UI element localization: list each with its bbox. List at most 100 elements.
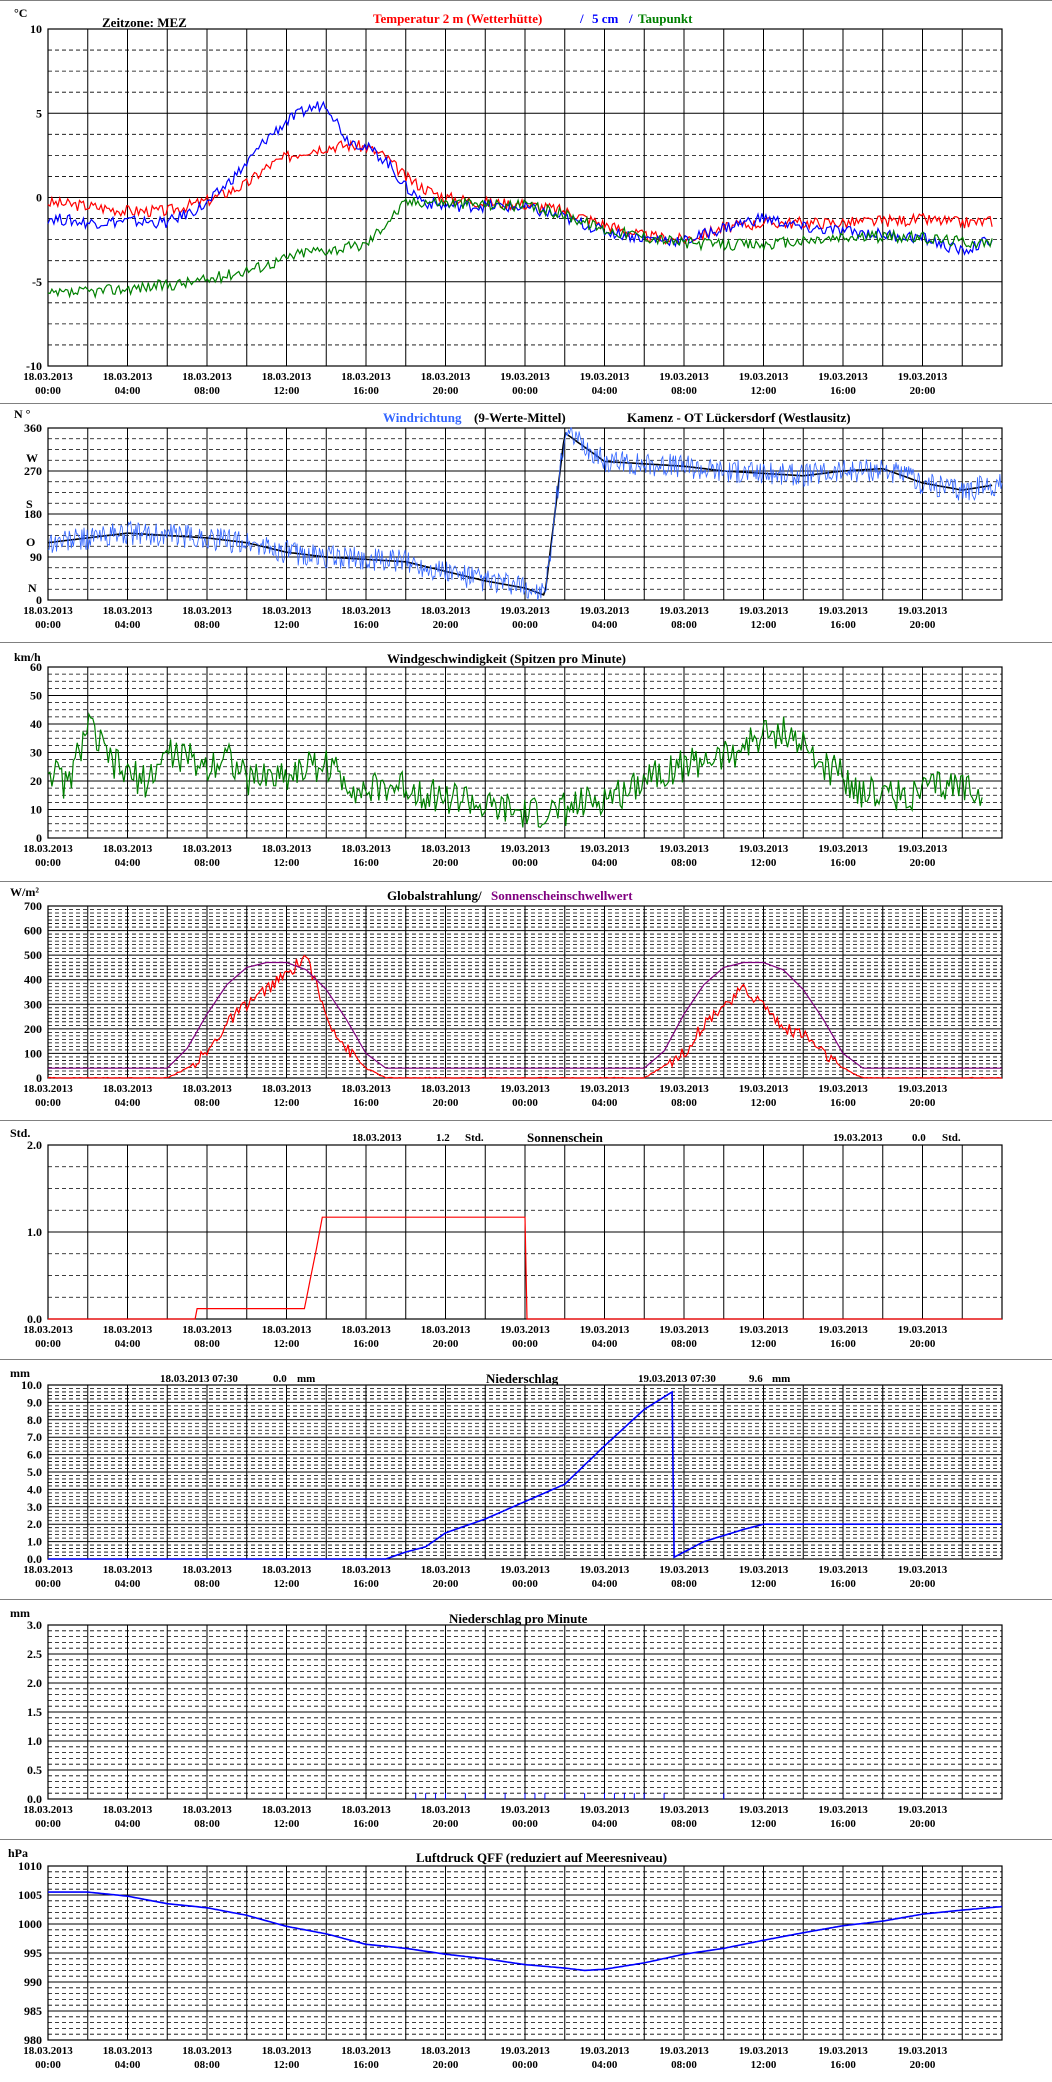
x-tick-date: 18.03.2013	[262, 1324, 312, 1336]
x-tick-date: 18.03.2013	[341, 1083, 391, 1095]
x-tick-date: 18.03.2013	[421, 1083, 471, 1095]
x-tick-date: 19.03.2013	[500, 843, 550, 855]
x-tick-time: 04:00	[592, 1818, 618, 1830]
y-tick-label: 400	[24, 973, 42, 987]
x-tick-time: 20:00	[910, 385, 936, 397]
radiation-title-purple: Sonnenscheinschwellwert	[491, 888, 633, 903]
y-tick-label: 30	[30, 746, 42, 760]
sunshine-day1: 18.03.2013	[352, 1132, 402, 1144]
x-tick-date: 19.03.2013	[500, 1804, 550, 1816]
x-tick-date: 19.03.2013	[818, 2045, 868, 2057]
y-tick-label: 600	[24, 924, 42, 938]
y-tick-label: 2.0	[27, 1138, 42, 1152]
y-tick-label: -10	[26, 359, 42, 373]
x-tick-time: 16:00	[353, 619, 379, 631]
pressure-unit: hPa	[8, 1846, 28, 1860]
x-tick-date: 18.03.2013	[103, 1324, 153, 1336]
x-tick-time: 08:00	[671, 385, 697, 397]
precipitation-left-unit: mm	[297, 1373, 315, 1385]
wind-direction-title-black: (9-Werte-Mittel)	[474, 410, 566, 425]
x-tick-time: 08:00	[194, 2059, 220, 2071]
y-tick-label: 0	[36, 1071, 42, 1085]
y-tick-label: 700	[24, 899, 42, 913]
x-tick-time: 04:00	[115, 385, 141, 397]
x-tick-time: 08:00	[671, 1338, 697, 1350]
y-tick-label: 2.0	[27, 1517, 42, 1531]
x-tick-time: 00:00	[512, 2059, 538, 2071]
x-tick-date: 19.03.2013	[659, 605, 709, 617]
x-tick-time: 16:00	[830, 857, 856, 869]
temperature-chart: °C Zeitzone: MEZ Temperatur 2 m (Wetterh…	[14, 6, 1003, 397]
sunshine-chart: Std. 18.03.2013 1.2 Std. Sonnenschein 19…	[10, 1126, 1003, 1350]
x-tick-date: 19.03.2013	[659, 371, 709, 383]
series-line	[47, 196, 993, 300]
x-tick-date: 18.03.2013	[182, 2045, 232, 2057]
y-tick-label: 1.5	[27, 1705, 42, 1719]
compass-o: O	[26, 535, 35, 549]
x-tick-date: 19.03.2013	[818, 1564, 868, 1576]
x-tick-time: 12:00	[274, 1338, 300, 1350]
x-tick-time: 12:00	[751, 1097, 777, 1109]
x-tick-time: 04:00	[115, 1097, 141, 1109]
x-tick-date: 18.03.2013	[421, 2045, 471, 2057]
x-tick-date: 19.03.2013	[739, 605, 789, 617]
wind-speed-chart: km/h Windgeschwindigkeit (Spitzen pro Mi…	[14, 650, 1003, 869]
x-tick-date: 19.03.2013	[500, 1564, 550, 1576]
x-tick-time: 20:00	[910, 1578, 936, 1590]
x-tick-time: 00:00	[512, 1097, 538, 1109]
x-tick-time: 12:00	[751, 619, 777, 631]
x-tick-time: 12:00	[274, 385, 300, 397]
x-tick-time: 20:00	[433, 1818, 459, 1830]
y-tick-label: 40	[30, 717, 42, 731]
y-tick-label: 20	[30, 774, 42, 788]
x-tick-date: 18.03.2013	[262, 843, 312, 855]
sunshine-unit: Std.	[10, 1126, 30, 1140]
y-tick-label: 10.0	[21, 1378, 42, 1392]
x-tick-date: 19.03.2013	[500, 1083, 550, 1095]
x-tick-time: 00:00	[35, 385, 61, 397]
sunshine-title: Sonnenschein	[527, 1130, 604, 1145]
x-tick-date: 18.03.2013	[262, 2045, 312, 2057]
sunshine-day2-unit: Std.	[942, 1132, 961, 1144]
x-tick-time: 20:00	[910, 2059, 936, 2071]
x-tick-date: 18.03.2013	[182, 1083, 232, 1095]
x-tick-date: 19.03.2013	[818, 371, 868, 383]
precipitation-right-time: 19.03.2013 07:30	[638, 1373, 716, 1385]
y-tick-label: 360	[24, 421, 42, 435]
grid	[48, 427, 1002, 601]
x-tick-time: 08:00	[671, 619, 697, 631]
y-tick-label: 10	[30, 803, 42, 817]
y-tick-label: 9.0	[27, 1395, 42, 1409]
x-tick-time: 04:00	[592, 2059, 618, 2071]
x-tick-time: 16:00	[830, 1338, 856, 1350]
x-tick-date: 19.03.2013	[818, 605, 868, 617]
compass-n: N	[28, 581, 37, 595]
temperature-panel: °C Zeitzone: MEZ Temperatur 2 m (Wetterh…	[0, 0, 1052, 403]
x-tick-time: 08:00	[671, 1097, 697, 1109]
sunshine-day2-value: 0.0	[912, 1132, 926, 1144]
x-tick-time: 00:00	[512, 1338, 538, 1350]
x-tick-date: 19.03.2013	[580, 2045, 630, 2057]
x-tick-time: 04:00	[115, 1578, 141, 1590]
x-tick-date: 18.03.2013	[262, 1564, 312, 1576]
temperature-sep-2: /	[628, 11, 633, 26]
x-tick-time: 00:00	[35, 1818, 61, 1830]
y-tick-label: 995	[24, 1946, 42, 1960]
x-tick-time: 20:00	[433, 385, 459, 397]
x-tick-date: 18.03.2013	[341, 1564, 391, 1576]
x-tick-time: 16:00	[353, 385, 379, 397]
x-tick-date: 19.03.2013	[818, 1083, 868, 1095]
x-tick-time: 04:00	[592, 1578, 618, 1590]
x-tick-date: 19.03.2013	[659, 2045, 709, 2057]
x-tick-date: 18.03.2013	[23, 605, 73, 617]
x-tick-date: 19.03.2013	[739, 371, 789, 383]
x-tick-date: 18.03.2013	[341, 605, 391, 617]
x-tick-time: 12:00	[751, 857, 777, 869]
x-tick-time: 04:00	[592, 385, 618, 397]
series-line	[47, 954, 1002, 1079]
x-tick-time: 04:00	[115, 1338, 141, 1350]
x-tick-date: 18.03.2013	[182, 843, 232, 855]
x-tick-time: 08:00	[194, 1578, 220, 1590]
x-tick-date: 19.03.2013	[739, 1324, 789, 1336]
